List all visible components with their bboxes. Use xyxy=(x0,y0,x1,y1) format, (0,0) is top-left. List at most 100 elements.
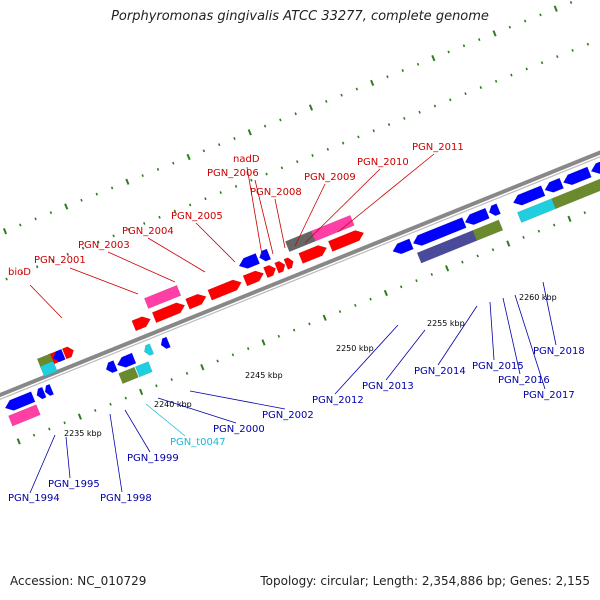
reverse-gene xyxy=(8,404,41,427)
outer-dot-ring xyxy=(478,38,481,42)
inner-dot-ring xyxy=(94,408,97,412)
outer-dot-ring-2 xyxy=(173,209,177,213)
outer-dot-ring xyxy=(294,112,297,116)
forward-gene xyxy=(298,245,328,264)
gene-label-bottom: PGN_1994 xyxy=(8,493,60,504)
reverse-gene xyxy=(544,177,564,193)
forward-gene xyxy=(284,230,316,253)
outer-dot-ring xyxy=(110,186,114,190)
outer-dot-ring-2 xyxy=(20,271,24,275)
outer-dot-ring-2 xyxy=(296,160,299,164)
outer-dot-ring-2 xyxy=(97,240,100,244)
outer-dot-ring xyxy=(553,5,558,12)
forward-gene xyxy=(274,260,286,274)
inner-dot-ring xyxy=(170,378,173,382)
outer-dot-ring-2 xyxy=(204,197,207,201)
outer-dot-ring xyxy=(172,161,175,165)
reverse-gene xyxy=(512,185,546,206)
outer-dot-ring xyxy=(2,228,8,235)
inner-dot-ring xyxy=(139,388,144,396)
outer-dot-ring xyxy=(370,79,375,87)
outer-dot-ring-2 xyxy=(403,116,406,120)
outer-dot-ring xyxy=(508,25,512,29)
inner-dot-ring xyxy=(261,339,266,346)
reverse-gene xyxy=(118,366,139,385)
forward-gene xyxy=(259,248,272,262)
reverse-gene xyxy=(412,217,467,246)
gene-label-bottom: PGN_2013 xyxy=(362,381,414,392)
gene-label-bottom: PGN_2002 xyxy=(262,410,314,421)
gene-label-bottom: PGN_2000 xyxy=(213,424,265,435)
leader-line xyxy=(147,237,206,273)
inner-dot-ring xyxy=(185,371,189,375)
gene-label-top: PGN_2010 xyxy=(357,157,409,168)
outer-dot-ring xyxy=(308,104,314,111)
outer-dot-ring-2 xyxy=(571,48,574,52)
inner-dot-ring xyxy=(338,310,342,314)
outer-dot-ring-2 xyxy=(219,191,222,195)
forward-gene xyxy=(185,293,207,310)
gene-label-bottom: PGN_1995 xyxy=(48,479,100,490)
inner-dot-ring xyxy=(246,347,250,351)
outer-dot-ring xyxy=(202,149,206,153)
inner-dot-ring xyxy=(48,427,51,431)
outer-dot-ring xyxy=(19,223,22,227)
outer-dot-ring-2 xyxy=(311,154,314,157)
outer-dot-ring xyxy=(386,75,389,79)
outer-dot-ring xyxy=(569,1,573,4)
outer-dot-ring xyxy=(125,178,130,185)
gene-label-top: PGN_2003 xyxy=(78,240,130,251)
outer-dot-ring xyxy=(279,118,282,122)
inner-dot-ring xyxy=(63,421,66,425)
leader-line xyxy=(337,153,435,233)
gene-label-top: PGN_2009 xyxy=(304,172,356,183)
inner-dot-ring xyxy=(77,413,82,420)
outer-dot-ring-2 xyxy=(112,234,115,238)
outer-dot-ring-2 xyxy=(556,55,559,59)
outer-dot-ring-2 xyxy=(525,67,528,71)
outer-dot-ring xyxy=(416,62,420,66)
inner-dot-ring xyxy=(430,273,434,276)
inner-dot-ring xyxy=(292,328,296,332)
outer-dot-ring-2 xyxy=(510,73,513,77)
inner-dot-ring xyxy=(109,402,112,406)
reverse-gene xyxy=(39,360,58,377)
inner-dot-ring xyxy=(583,211,586,215)
position-tick-label: 2245 kbp xyxy=(245,371,283,380)
forward-gene xyxy=(131,316,151,332)
leader-line xyxy=(145,403,186,437)
inner-dot-ring xyxy=(322,314,327,321)
gene-label-bottom: PGN_2016 xyxy=(498,375,550,386)
gene-label-top: PGN_2005 xyxy=(171,211,223,222)
reverse-gene xyxy=(464,207,490,225)
outer-dot-ring-2 xyxy=(449,98,452,102)
inner-dot-ring xyxy=(354,303,357,307)
outer-dot-ring xyxy=(156,167,160,171)
gene-label-bottom: PGN_1999 xyxy=(127,453,179,464)
outer-dot-ring-2 xyxy=(35,265,39,269)
outer-dot-ring-2 xyxy=(372,129,375,133)
inner-dot-ring xyxy=(231,353,235,357)
inner-dot-ring xyxy=(567,215,572,222)
gene-label-top: PGN_2001 xyxy=(34,255,86,266)
forward-gene xyxy=(283,257,294,270)
outer-dot-ring-2 xyxy=(341,141,345,145)
outer-dot-ring xyxy=(64,203,69,210)
outer-dot-ring xyxy=(217,143,221,147)
leader-line xyxy=(542,281,557,346)
map-title: Porphyromonas gingivalis ATCC 33277, com… xyxy=(111,9,489,24)
leader-line xyxy=(29,284,63,319)
inner-dot-ring xyxy=(124,396,128,400)
inner-dot-ring xyxy=(32,433,36,437)
genome-meta-text: Topology: circular; Length: 2,354,886 bp… xyxy=(260,574,590,588)
gene-label-bottom: PGN_1998 xyxy=(100,493,152,504)
forward-gene xyxy=(151,302,186,324)
outer-dot-ring-2 xyxy=(250,178,253,182)
leader-line xyxy=(489,301,495,361)
forward-gene xyxy=(327,230,365,252)
forward-gene xyxy=(61,346,74,360)
inner-dot-ring xyxy=(155,384,158,388)
leader-line xyxy=(385,329,426,381)
leader-line xyxy=(65,436,71,479)
outer-dot-ring xyxy=(233,137,236,140)
